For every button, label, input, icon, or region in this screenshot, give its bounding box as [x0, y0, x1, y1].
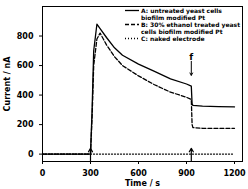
- svg-text:600: 600: [130, 169, 147, 178]
- svg-text:f: f: [189, 52, 193, 62]
- svg-text:0: 0: [40, 169, 46, 178]
- html-text:A: untreated yeast cells biofi: A: untreated yeast cells biofilm modifie…: [141, 7, 222, 21]
- html-text:B: 30% ethanol treated yeast c: B: 30% ethanol treated yeast cells biofi…: [141, 21, 240, 35]
- svg-text:900: 900: [178, 169, 195, 178]
- svg-text:Time / s: Time / s: [125, 179, 160, 188]
- svg-text:400: 400: [17, 91, 34, 100]
- svg-text:800: 800: [17, 32, 34, 41]
- svg-text:600: 600: [17, 61, 34, 70]
- html-text:C: naked electrode: C: naked electrode: [141, 35, 205, 42]
- svg-text:Current / nA: Current / nA: [3, 56, 12, 112]
- svg-text:1200: 1200: [223, 169, 246, 178]
- svg-text:200: 200: [17, 120, 34, 129]
- svg-text:0: 0: [28, 150, 34, 159]
- svg-text:300: 300: [82, 169, 99, 178]
